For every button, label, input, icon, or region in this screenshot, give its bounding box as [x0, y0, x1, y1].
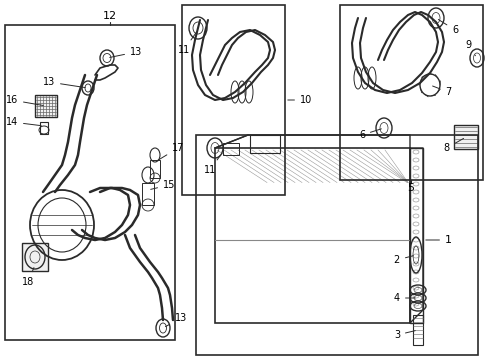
- Text: 13: 13: [43, 77, 85, 87]
- Bar: [22, 243, 48, 271]
- Text: 8: 8: [444, 138, 464, 153]
- Text: 6: 6: [439, 19, 458, 35]
- Text: 17: 17: [157, 143, 184, 161]
- Bar: [340, 5, 483, 180]
- Text: 6: 6: [359, 129, 381, 140]
- Bar: [142, 183, 154, 205]
- Bar: [454, 125, 478, 149]
- Text: 9: 9: [465, 40, 475, 56]
- Text: 12: 12: [103, 11, 117, 21]
- Text: 4: 4: [394, 293, 415, 303]
- Bar: [196, 135, 478, 355]
- Bar: [5, 25, 175, 340]
- Text: 11: 11: [204, 155, 221, 175]
- Text: 11: 11: [178, 32, 196, 55]
- Text: 13: 13: [110, 47, 142, 58]
- Text: 1: 1: [426, 235, 452, 245]
- Text: 15: 15: [151, 180, 175, 190]
- Text: 14: 14: [6, 117, 41, 127]
- Text: 3: 3: [394, 330, 416, 340]
- Text: 7: 7: [433, 86, 451, 97]
- Bar: [150, 160, 160, 178]
- Text: 5: 5: [408, 183, 415, 193]
- Bar: [182, 5, 285, 195]
- Bar: [410, 148, 423, 323]
- Bar: [223, 143, 239, 155]
- Bar: [40, 122, 48, 134]
- Bar: [413, 315, 423, 345]
- Bar: [250, 135, 280, 153]
- Text: 16: 16: [6, 95, 43, 105]
- Text: 18: 18: [22, 267, 34, 287]
- Bar: [215, 148, 410, 323]
- Text: 13: 13: [166, 313, 187, 327]
- Bar: [35, 95, 57, 117]
- Text: 2: 2: [394, 255, 413, 265]
- Text: 10: 10: [288, 95, 312, 105]
